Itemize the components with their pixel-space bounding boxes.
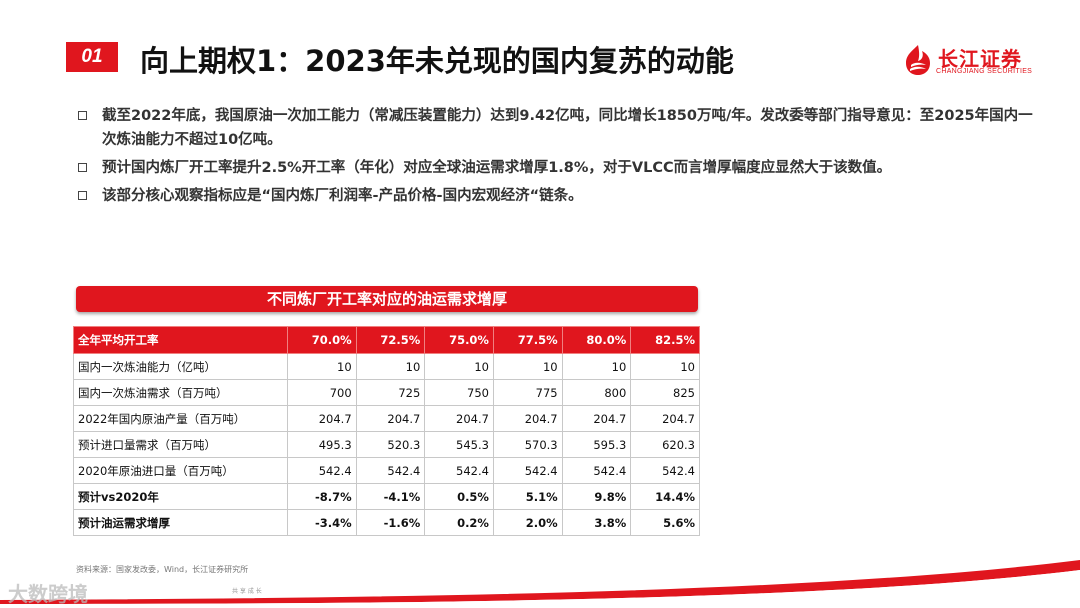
bullet-item: 预计国内炼厂开工率提升2.5%开工率（年化）对应全球油运需求增厚1.8%，对于V…	[76, 156, 1036, 180]
table-cell: 542.4	[561, 457, 632, 484]
header-cell: 75.0%	[424, 326, 494, 354]
page-title: 向上期权1：2023年未兑现的国内复苏的动能	[140, 44, 734, 78]
table-cell: 10	[287, 353, 357, 380]
header-cell: 70.0%	[287, 326, 357, 354]
table-cell: 495.3	[287, 431, 357, 458]
row-label: 预计vs2020年	[73, 483, 288, 510]
table-row: 预计vs2020年 -8.7% -4.1% 0.5% 5.1% 9.8% 14.…	[73, 483, 700, 510]
table-cell: 570.3	[492, 431, 563, 458]
table-cell: 750	[424, 379, 494, 406]
table-cell: 775	[492, 379, 563, 406]
bullet-text: 预计国内炼厂开工率提升2.5%开工率（年化）对应全球油运需求增厚1.8%，对于V…	[102, 160, 892, 176]
row-label: 预计油运需求增厚	[73, 509, 288, 536]
table-cell: 204.7	[630, 405, 700, 432]
table-cell: 620.3	[630, 431, 700, 458]
table-cell: 725	[355, 379, 426, 406]
bullet-text: 该部分核心观察指标应是“国内炼厂利润率-产品价格-国内宏观经济“链条。	[102, 188, 583, 204]
section-number-badge: 01	[66, 42, 118, 72]
footer-slogan: 共 享 成 长	[232, 588, 262, 595]
table-cell: 10	[424, 353, 494, 380]
square-bullet-icon	[78, 191, 87, 200]
table-cell: 545.3	[424, 431, 494, 458]
table-cell: 595.3	[561, 431, 632, 458]
table-cell: -4.1%	[355, 483, 426, 510]
header-cell: 72.5%	[355, 326, 426, 354]
table-cell: 542.4	[492, 457, 563, 484]
table-cell: 10	[492, 353, 563, 380]
table-cell: 5.1%	[492, 483, 563, 510]
logo-name-cn: 长江证券	[938, 47, 1022, 71]
logo-name-en: CHANGJIANG SECURITIES	[936, 68, 1033, 75]
table-cell: 14.4%	[630, 483, 700, 510]
bullet-list: 截至2022年底，我国原油一次加工能力（常减压装置能力）达到9.42亿吨，同比增…	[76, 104, 1036, 212]
table-header-row: 全年平均开工率 70.0% 72.5% 75.0% 77.5% 80.0% 82…	[73, 326, 700, 354]
table-row: 2020年原油进口量（百万吨） 542.4 542.4 542.4 542.4 …	[73, 457, 700, 484]
table-cell: 204.7	[287, 405, 357, 432]
table-row: 2022年国内原油产量（百万吨） 204.7 204.7 204.7 204.7…	[73, 405, 700, 432]
table-cell: 2.0%	[492, 509, 563, 536]
table-cell: 3.8%	[561, 509, 632, 536]
table-cell: 700	[287, 379, 357, 406]
header-cell: 全年平均开工率	[73, 326, 288, 354]
source-note: 资料来源：国家发改委，Wind，长江证券研究所	[76, 565, 249, 574]
table-row: 国内一次炼油能力（亿吨） 10 10 10 10 10 10	[73, 353, 700, 380]
logo-flame-icon	[906, 45, 930, 75]
table-cell: 542.4	[287, 457, 357, 484]
table-cell: 0.2%	[424, 509, 494, 536]
table-cell: -1.6%	[355, 509, 426, 536]
table-cell: 0.5%	[424, 483, 494, 510]
bullet-text: 截至2022年底，我国原油一次加工能力（常减压装置能力）达到9.42亿吨，同比增…	[102, 108, 1033, 148]
table-cell: 9.8%	[561, 483, 632, 510]
table-cell: 204.7	[424, 405, 494, 432]
row-label: 预计进口量需求（百万吨）	[73, 431, 288, 458]
bullet-item: 截至2022年底，我国原油一次加工能力（常减压装置能力）达到9.42亿吨，同比增…	[76, 104, 1036, 152]
table-row: 预计进口量需求（百万吨） 495.3 520.3 545.3 570.3 595…	[73, 431, 700, 458]
footer-swoosh-decoration	[0, 560, 1080, 608]
table-cell: -3.4%	[287, 509, 357, 536]
table-cell: 520.3	[355, 431, 426, 458]
row-label: 2022年国内原油产量（百万吨）	[73, 405, 288, 432]
table-cell: 825	[630, 379, 700, 406]
watermark-text: 大数跨境	[8, 582, 88, 606]
table-cell: 10	[561, 353, 632, 380]
data-table: 全年平均开工率 70.0% 72.5% 75.0% 77.5% 80.0% 82…	[73, 326, 700, 536]
square-bullet-icon	[78, 163, 87, 172]
header-cell: 82.5%	[630, 326, 700, 354]
table-cell: -8.7%	[287, 483, 357, 510]
table-cell: 204.7	[355, 405, 426, 432]
square-bullet-icon	[78, 111, 87, 120]
bullet-item: 该部分核心观察指标应是“国内炼厂利润率-产品价格-国内宏观经济“链条。	[76, 184, 1036, 208]
header-cell: 77.5%	[492, 326, 563, 354]
table-title: 不同炼厂开工率对应的油运需求增厚	[76, 286, 698, 312]
table-cell: 800	[561, 379, 632, 406]
table-cell: 542.4	[424, 457, 494, 484]
row-label: 国内一次炼油能力（亿吨）	[73, 353, 288, 380]
table-cell: 204.7	[561, 405, 632, 432]
table-cell: 204.7	[492, 405, 563, 432]
table-cell: 10	[630, 353, 700, 380]
table-row: 预计油运需求增厚 -3.4% -1.6% 0.2% 2.0% 3.8% 5.6%	[73, 509, 700, 536]
header-cell: 80.0%	[561, 326, 632, 354]
table-cell: 10	[355, 353, 426, 380]
table-row: 国内一次炼油需求（百万吨） 700 725 750 775 800 825	[73, 379, 700, 406]
table-cell: 542.4	[355, 457, 426, 484]
row-label: 2020年原油进口量（百万吨）	[73, 457, 288, 484]
company-logo: 长江证券 CHANGJIANG SECURITIES	[902, 43, 1032, 77]
row-label: 国内一次炼油需求（百万吨）	[73, 379, 288, 406]
table-cell: 5.6%	[630, 509, 700, 536]
table-cell: 542.4	[630, 457, 700, 484]
